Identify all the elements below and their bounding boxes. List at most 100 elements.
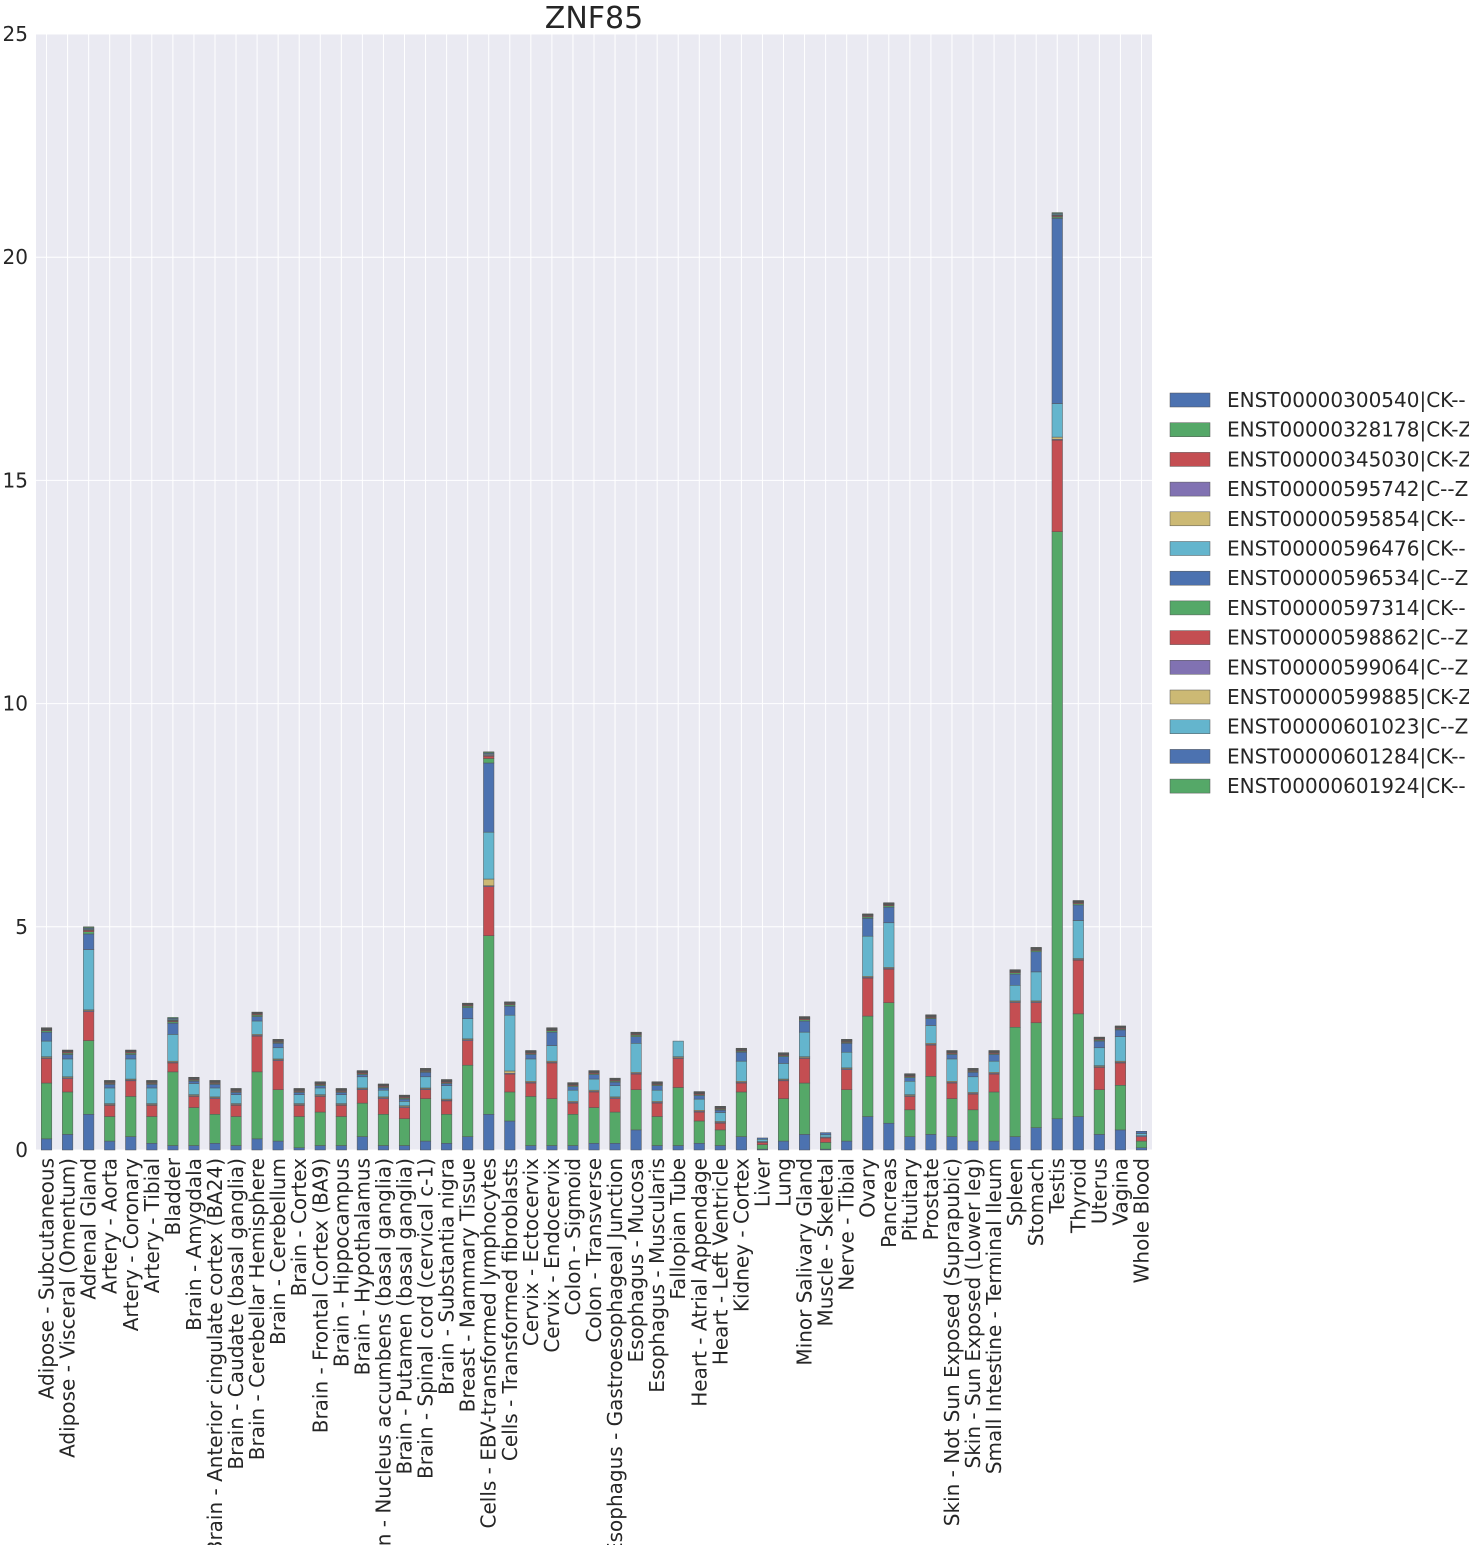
bar-segment (799, 1082, 811, 1135)
bar-segment (125, 1096, 137, 1137)
bar-segment (377, 1114, 389, 1146)
x-tick-label: Adipose - Subcutaneous (35, 1158, 59, 1399)
bar-segment (609, 1098, 621, 1113)
bar-segment (188, 1107, 200, 1146)
legend-swatch (1169, 541, 1211, 556)
bar-segment (525, 1054, 537, 1060)
bar-segment (1030, 951, 1042, 973)
bar-segment (1093, 1047, 1105, 1066)
bar-segment (567, 1114, 579, 1146)
bar-segment (293, 1105, 305, 1117)
legend-label: ENST00000328178|CK-Z (1227, 418, 1469, 442)
bar-segment (167, 1145, 179, 1151)
legend-label: ENST00000596476|CK-- (1227, 537, 1466, 561)
bar-segment (546, 1031, 558, 1046)
bar-segment (441, 1083, 453, 1086)
bar-segment (146, 1105, 158, 1117)
bar-segment (883, 922, 895, 968)
bar-segment (630, 1089, 642, 1131)
x-tick-label: Artery - Coronary (119, 1158, 143, 1331)
bar-segment (356, 1074, 368, 1078)
legend-swatch (1169, 630, 1211, 645)
bar-segment (462, 1136, 474, 1151)
bar-segment (83, 1040, 95, 1115)
x-tick-label: Thyroid (1066, 1158, 1090, 1234)
x-tick-label: Esophagus - Mucosa (624, 1158, 648, 1362)
bar-segment (1135, 1133, 1147, 1136)
bar-segment (462, 1064, 474, 1137)
x-tick-label: Cervix - Endocervix (540, 1158, 564, 1353)
bar-segment (883, 906, 895, 924)
bar-segment (841, 1140, 853, 1151)
bar-segment (651, 1085, 663, 1091)
x-tick-label: Lung (772, 1158, 796, 1207)
bar-segment (1072, 920, 1084, 959)
bar-segment (904, 1096, 916, 1111)
bar-segment (104, 1084, 116, 1089)
bar-segment (146, 1116, 158, 1144)
bar-segment (967, 1140, 979, 1151)
bar-segment (820, 1142, 832, 1150)
bar-segment (1114, 1036, 1126, 1062)
bar-segment (104, 1140, 116, 1151)
bar-segment (483, 758, 495, 764)
bar-segment (146, 1087, 158, 1104)
bar-segment (251, 1035, 263, 1073)
bar-segment (946, 1098, 958, 1137)
x-tick-label: Nerve - Tibial (835, 1158, 859, 1291)
legend-label: ENST00000596534|C--Z (1227, 566, 1468, 590)
bar-segment (777, 1056, 790, 1064)
bars (41, 212, 1147, 1151)
bar-segment (1072, 904, 1084, 921)
bar-segment (609, 1081, 621, 1086)
bar-segment (820, 1134, 832, 1138)
legend-label: ENST00000300540|CK-- (1227, 388, 1466, 412)
bar-segment (483, 878, 495, 886)
bar-segment (209, 1143, 221, 1151)
bar-segment (714, 1145, 726, 1151)
bar-segment (925, 1044, 937, 1077)
bar-segment (841, 1069, 853, 1090)
bar-segment (567, 1102, 579, 1115)
legend-label: ENST00000601023|C--Z (1227, 715, 1468, 739)
bar-segment (251, 1016, 263, 1022)
x-tick-label: Ovary (856, 1158, 880, 1218)
bar-segment (946, 1136, 958, 1151)
y-tick-label: 10 (3, 692, 28, 716)
legend-swatch (1169, 570, 1211, 586)
bar-segment (167, 1062, 179, 1073)
bar-segment (567, 1145, 579, 1151)
bar-segment (651, 1089, 663, 1102)
x-tick-label: Cervix - Ectocervix (519, 1158, 543, 1346)
bar-segment (777, 1140, 790, 1151)
x-tick-label: Prostate (919, 1158, 943, 1240)
bar-segment (841, 1043, 853, 1053)
legend-swatch (1169, 689, 1211, 705)
bar-segment (925, 1134, 937, 1151)
bar-segment (188, 1096, 200, 1108)
bar-segment (483, 762, 495, 833)
bar-segment (651, 1102, 663, 1117)
bar-segment (1135, 1147, 1147, 1151)
legend-swatch (1169, 778, 1211, 794)
legend-swatch (1169, 422, 1211, 437)
bar-segment (41, 1058, 53, 1084)
bar-segment (630, 1129, 642, 1151)
x-tick-label: Pituitary (898, 1158, 922, 1242)
bar-segment (799, 1031, 811, 1057)
x-tick-label: Brain - Cerebellar Hemisphere (245, 1158, 269, 1460)
x-tick-label: Esophagus - Muscularis (645, 1158, 669, 1393)
bar-segment (441, 1114, 453, 1144)
bar-segment (799, 1134, 811, 1151)
bar-segment (41, 1031, 53, 1042)
bar-segment (504, 1006, 516, 1016)
bar-segment (230, 1092, 242, 1095)
bar-segment (735, 1091, 747, 1137)
bar-segment (988, 1060, 1000, 1073)
bar-segment (714, 1122, 726, 1131)
bar-segment (441, 1143, 453, 1151)
bar-segment (314, 1096, 326, 1113)
bar-segment (335, 1105, 347, 1117)
bar-segment (41, 1082, 53, 1140)
bar-segment (988, 1091, 1000, 1142)
